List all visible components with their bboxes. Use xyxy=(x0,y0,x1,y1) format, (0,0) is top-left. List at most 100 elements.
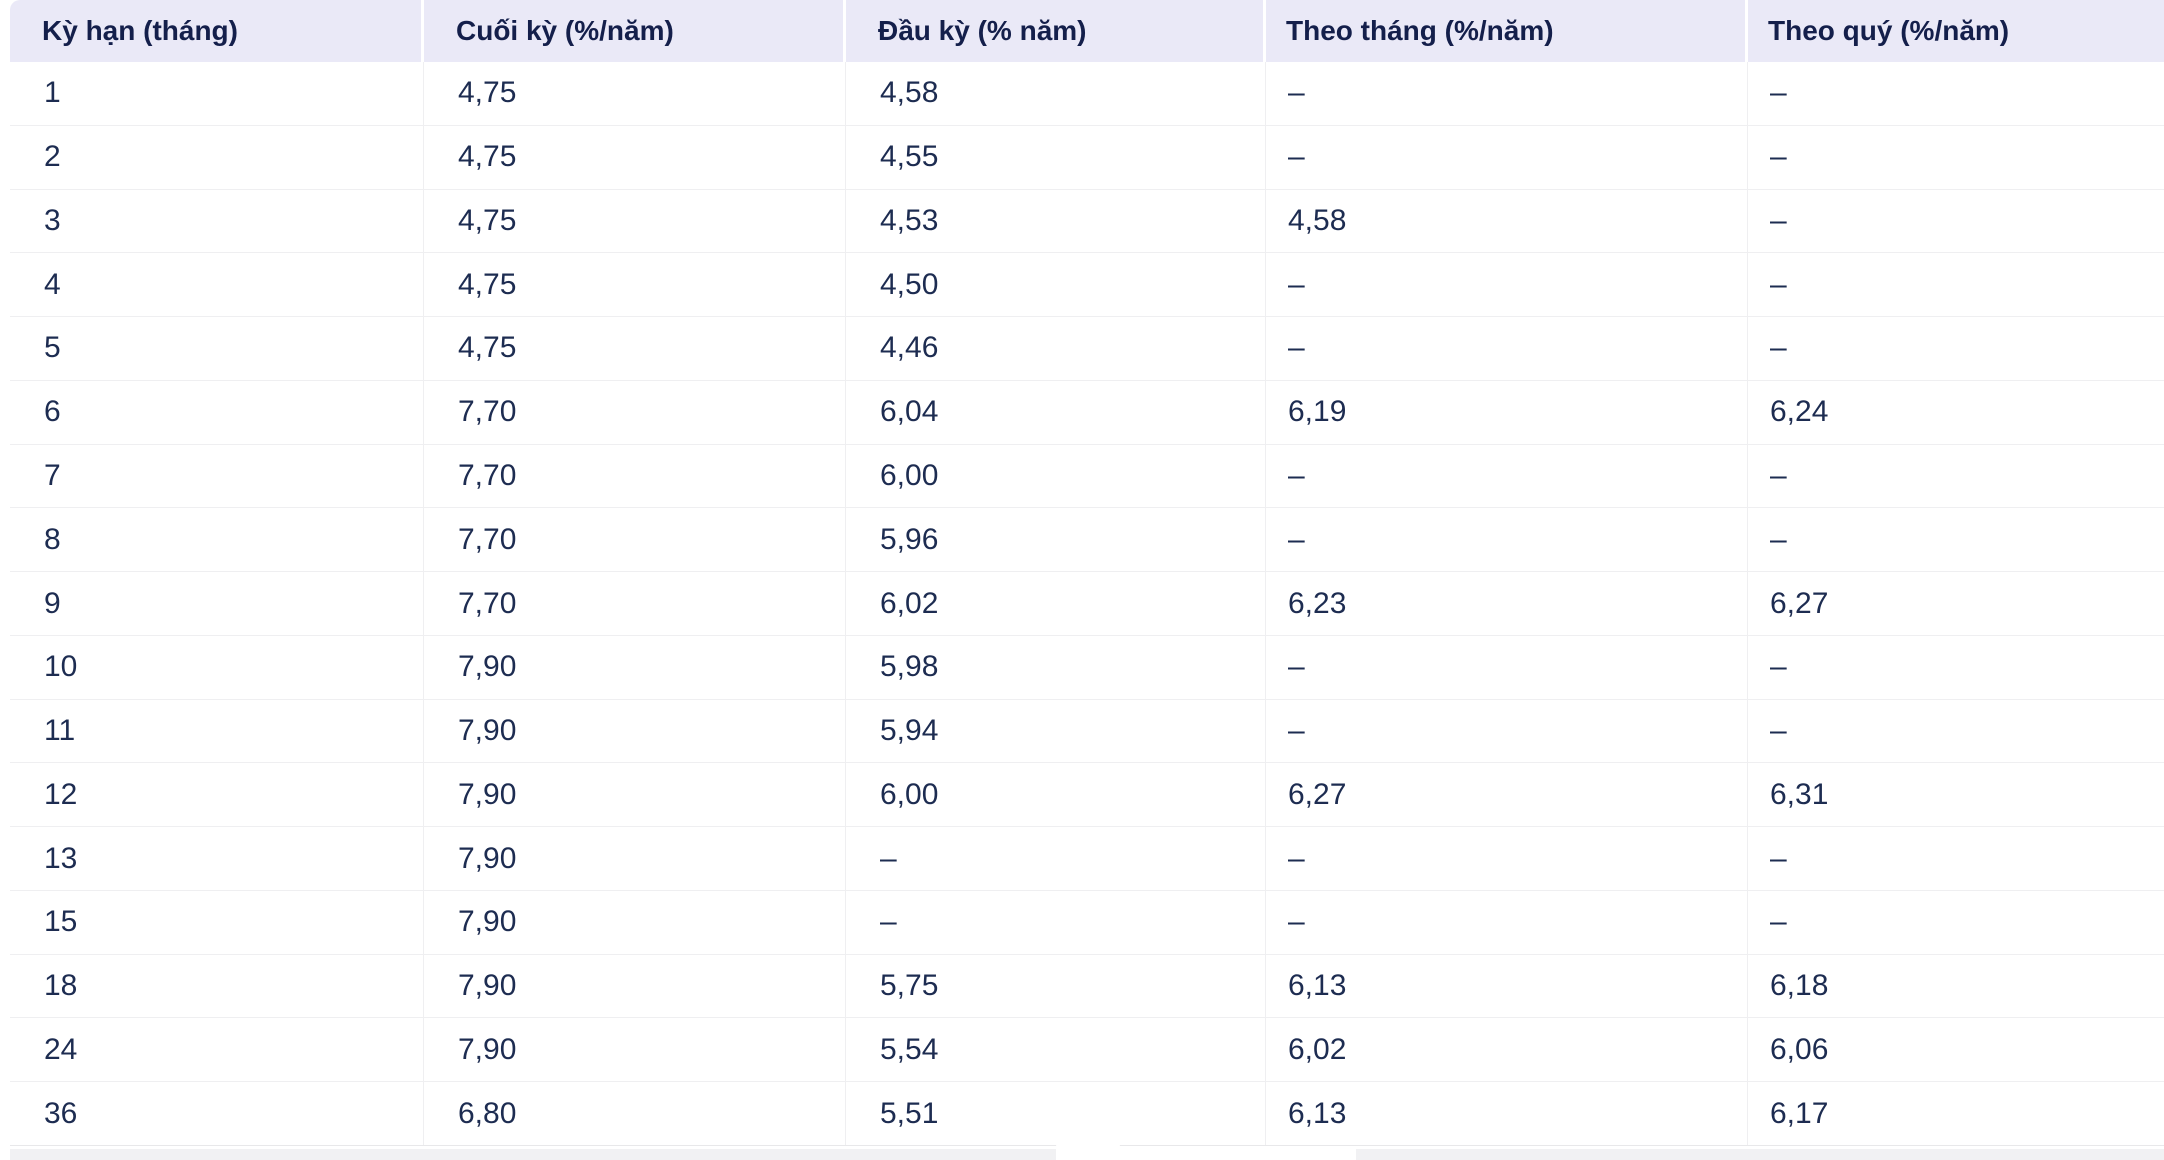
table-cell: – xyxy=(1266,827,1748,890)
table-cell: 5,94 xyxy=(846,699,1266,763)
table-cell: 6,80 xyxy=(424,1082,846,1146)
cutoff-white-notch xyxy=(1056,1149,1356,1160)
table-cell: – xyxy=(1266,253,1748,317)
table-cell: 4,75 xyxy=(424,317,846,380)
table-cell: 18 xyxy=(10,954,424,1018)
table-cell: 6,19 xyxy=(1266,380,1748,444)
table-cell: 15 xyxy=(10,890,424,954)
table-row: 13 7,90– – – xyxy=(10,827,2164,891)
table-row: 2 4,75 4,55– – xyxy=(10,125,2164,190)
table-cell: 11 xyxy=(10,699,424,763)
table-row: 4 4,75 4,50– – xyxy=(10,253,2164,318)
table-cell: – xyxy=(1770,331,1787,365)
table-cell: – xyxy=(1770,714,1787,748)
table-row: 36 6,80 5,51 6,13 6,17 xyxy=(10,1082,2164,1146)
table-cell: 4,75 xyxy=(424,189,846,253)
table-cell: – xyxy=(1266,890,1748,954)
cutoff-tab xyxy=(1056,1137,1120,1153)
interest-rates-table: Kỳ hạn (tháng) Cuối kỳ (%/năm) Đầu kỳ (% n… xyxy=(10,0,2164,1160)
table-cell: 7,90 xyxy=(424,635,846,699)
table-cell: 5,98 xyxy=(846,635,1266,699)
table-cell: 4,46 xyxy=(846,317,1266,380)
table-cell: 7,90 xyxy=(424,1018,846,1082)
table-row: 8 7,70 5,96– – xyxy=(10,508,2164,573)
table-cell: 7,90 xyxy=(424,890,846,954)
table-cell: 7,90 xyxy=(424,954,846,1018)
table-cell: 7,70 xyxy=(424,508,846,572)
table-body: 1 4,75 4,58– –2 4,75 4,55– –3 4,75 4,53 4,58–4 4,7… xyxy=(10,62,2164,1146)
table-cell: 6,17 xyxy=(1770,1096,1829,1130)
table-cell: 7,70 xyxy=(424,380,846,444)
table-cell: 4,58 xyxy=(846,62,1266,125)
table-cell: 6,00 xyxy=(846,763,1266,827)
table-cell: 4,75 xyxy=(424,125,846,189)
table-cell: – xyxy=(1770,267,1787,301)
table-cell: 4,75 xyxy=(424,253,846,317)
table-cell: – xyxy=(1266,508,1748,572)
table-cell: 7,70 xyxy=(424,572,846,635)
table-cell: 6,27 xyxy=(1266,763,1748,827)
table-cell: 5,51 xyxy=(846,1082,1266,1146)
table-row: 1 4,75 4,58– – xyxy=(10,62,2164,126)
table-cell: – xyxy=(1266,62,1748,125)
table-cell: 2 xyxy=(10,125,424,189)
table-cell: 6,02 xyxy=(846,572,1266,635)
table-cell: 6,04 xyxy=(846,380,1266,444)
header-cell-2: Cuối kỳ (%/năm) xyxy=(424,0,846,62)
table-row: 5 4,75 4,46– – xyxy=(10,317,2164,381)
table-row: 7 7,70 6,00– – xyxy=(10,444,2164,509)
table-cell: – xyxy=(846,827,1266,890)
table-cell: – xyxy=(1770,650,1787,684)
table-cell: – xyxy=(1266,699,1748,763)
table-cell: – xyxy=(1770,458,1787,492)
table-cell: 13 xyxy=(10,827,424,890)
header-cell-4: Theo tháng (%/năm) xyxy=(1266,0,1748,62)
table-cell: – xyxy=(1266,125,1748,189)
table-cell: – xyxy=(1770,76,1787,110)
table-row: 15 7,90– – – xyxy=(10,890,2164,955)
table-cell: 4,55 xyxy=(846,125,1266,189)
table-cell: 6,02 xyxy=(1266,1018,1748,1082)
table-cell: 7,70 xyxy=(424,444,846,508)
table-row: 10 7,90 5,98– – xyxy=(10,635,2164,700)
table-row: 24 7,90 5,54 6,02 6,06 xyxy=(10,1018,2164,1083)
table-cell: 1 xyxy=(10,62,424,125)
table-cutoff-strip xyxy=(10,1137,2164,1160)
table-cell: 6,00 xyxy=(846,444,1266,508)
table-cell: 10 xyxy=(10,635,424,699)
table-cell: 9 xyxy=(10,572,424,635)
table-cell: – xyxy=(1266,635,1748,699)
table-cell: 7,90 xyxy=(424,763,846,827)
header-cell-1: Kỳ hạn (tháng) xyxy=(10,0,424,62)
table-cell: 6,18 xyxy=(1770,969,1829,1003)
table-cell: – xyxy=(1770,841,1787,875)
table-cell: 7,90 xyxy=(424,827,846,890)
table-cell: 24 xyxy=(10,1018,424,1082)
table-cell: 4 xyxy=(10,253,424,317)
table-cell: 6,13 xyxy=(1266,954,1748,1018)
table-cell: 5,75 xyxy=(846,954,1266,1018)
table-cell: 6,23 xyxy=(1266,572,1748,635)
table-cell: – xyxy=(1266,317,1748,380)
table-cell: 7,90 xyxy=(424,699,846,763)
table-cell: 36 xyxy=(10,1082,424,1146)
table-cell: 4,50 xyxy=(846,253,1266,317)
table-cell: – xyxy=(1770,905,1787,939)
table-cell: – xyxy=(1770,522,1787,556)
table-cell: 6,27 xyxy=(1770,586,1829,620)
table-header-row: Kỳ hạn (tháng) Cuối kỳ (%/năm) Đầu kỳ (% n… xyxy=(10,0,2164,62)
table-cell: – xyxy=(1770,203,1787,237)
table-cell: 5,54 xyxy=(846,1018,1266,1082)
table-cell: 6,13 xyxy=(1266,1082,1748,1146)
table-cell: – xyxy=(1266,444,1748,508)
table-row: 12 7,90 6,00 6,27 6,31 xyxy=(10,763,2164,828)
table-cell: 6,24 xyxy=(1770,395,1829,429)
table-row: 9 7,70 6,02 6,23 6,27 xyxy=(10,572,2164,636)
table-cell: 8 xyxy=(10,508,424,572)
header-cell-5: Theo quý (%/năm) xyxy=(1748,0,2164,62)
table-cell: 4,58 xyxy=(1266,189,1748,253)
table-cell: 5 xyxy=(10,317,424,380)
table-row: 11 7,90 5,94– – xyxy=(10,699,2164,764)
table-cell: 4,75 xyxy=(424,62,846,125)
